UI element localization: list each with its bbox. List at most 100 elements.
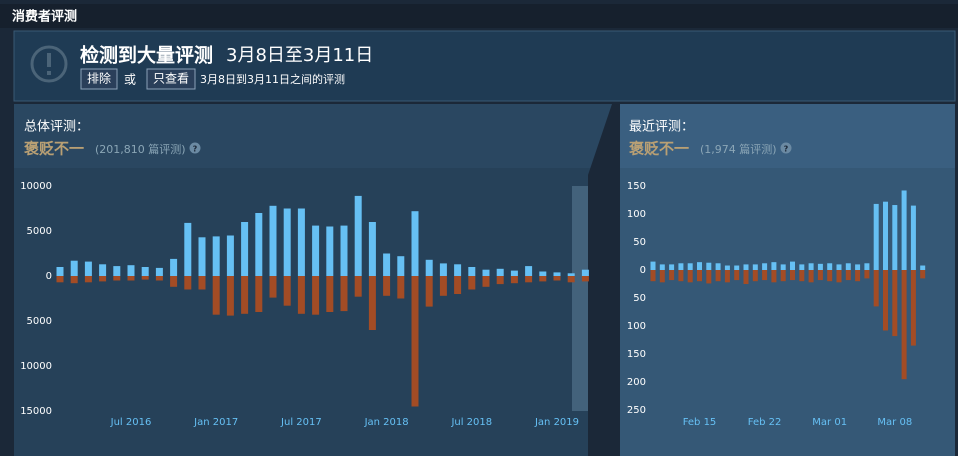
only-label[interactable]: 只查看 (153, 72, 189, 86)
bar (715, 263, 721, 270)
bar (892, 270, 898, 337)
x-tick-label: Mar 01 (812, 417, 847, 428)
bar (354, 276, 362, 297)
bar (697, 262, 702, 270)
bar (752, 270, 758, 282)
bar (510, 270, 518, 276)
bar (836, 270, 842, 283)
bar (255, 276, 263, 312)
notice-dates: 3月8日至3月11日 (226, 45, 373, 66)
bar (845, 263, 851, 270)
bar (715, 270, 721, 282)
bar (184, 276, 192, 290)
zoom-connector (588, 104, 620, 456)
y-tick-label: 10000 (20, 181, 52, 192)
only-button[interactable] (146, 68, 196, 90)
bar (354, 195, 362, 276)
bar (650, 261, 656, 270)
bar (525, 276, 533, 283)
bar (836, 264, 842, 270)
y-tick-label: 10000 (20, 361, 52, 372)
bar (397, 276, 405, 299)
panel-count: (201,810 篇评测) (95, 142, 186, 156)
bar (553, 276, 561, 281)
bar (312, 276, 320, 315)
x-tick-label: Jul 2017 (280, 417, 322, 428)
notice-title: 检测到大量评测 (80, 44, 213, 67)
bar (734, 270, 740, 281)
bar (790, 261, 795, 270)
bar (669, 264, 675, 270)
bar (70, 276, 78, 284)
bar (241, 276, 249, 314)
bar (454, 264, 462, 276)
y-tick-label: 250 (627, 405, 646, 416)
warning-icon-dot (47, 71, 51, 75)
bar (496, 268, 504, 276)
bar (326, 226, 334, 276)
bar (743, 270, 749, 284)
panel-count: (1,974 篇评测) (700, 142, 777, 156)
bar (170, 258, 178, 276)
bar (780, 270, 786, 282)
y-tick-label: 150 (627, 349, 646, 360)
panel-rating: 褒贬不一 (628, 140, 689, 158)
bar (525, 266, 533, 276)
bar (84, 261, 92, 276)
help-mark[interactable]: ? (193, 145, 198, 154)
bar (771, 270, 777, 283)
bar (743, 264, 749, 270)
help-icon[interactable] (189, 142, 201, 154)
help-mark[interactable]: ? (784, 145, 789, 154)
bar (817, 270, 823, 281)
y-tick-label: 150 (627, 181, 646, 192)
bar (817, 263, 823, 270)
bar (901, 190, 907, 270)
bar (255, 213, 263, 276)
panel-label: 最近评测： (629, 120, 694, 135)
bar (297, 276, 305, 314)
bar (184, 222, 192, 276)
bar (439, 276, 447, 296)
selected-range[interactable] (572, 186, 588, 411)
y-tick-label: 5000 (27, 316, 52, 327)
bar (910, 205, 916, 270)
exclude-button[interactable] (80, 68, 118, 90)
bar (113, 276, 121, 281)
bar (439, 263, 447, 276)
bar (99, 264, 107, 276)
bar (780, 264, 786, 270)
bar (340, 225, 348, 276)
bar (910, 270, 916, 346)
x-tick-label: Jul 2016 (110, 417, 152, 428)
bar (269, 276, 277, 298)
bar (873, 203, 879, 270)
bar (383, 253, 391, 276)
x-tick-label: Jan 2017 (193, 417, 238, 428)
section-title: 消费者评测 (12, 9, 77, 25)
bar (706, 270, 712, 284)
x-tick-label: Feb 22 (748, 417, 782, 428)
bar (687, 263, 693, 270)
bar (510, 276, 518, 284)
bar (553, 272, 561, 276)
bar (724, 265, 730, 270)
warning-icon (30, 45, 68, 83)
x-tick-label: Jul 2018 (450, 417, 492, 428)
bar (283, 276, 291, 306)
bar (706, 262, 712, 270)
bar (56, 267, 64, 276)
bar (920, 265, 926, 270)
exclude-label[interactable]: 排除 (87, 71, 111, 86)
bar (127, 276, 135, 281)
y-tick-label: 50 (633, 237, 646, 248)
bar (468, 276, 476, 290)
bar (99, 276, 107, 282)
bar (383, 276, 391, 296)
y-tick-label: 200 (627, 377, 646, 388)
help-icon[interactable] (780, 142, 792, 154)
bar (678, 263, 684, 270)
bar (454, 276, 462, 294)
bar (808, 263, 814, 270)
bar (659, 264, 665, 270)
